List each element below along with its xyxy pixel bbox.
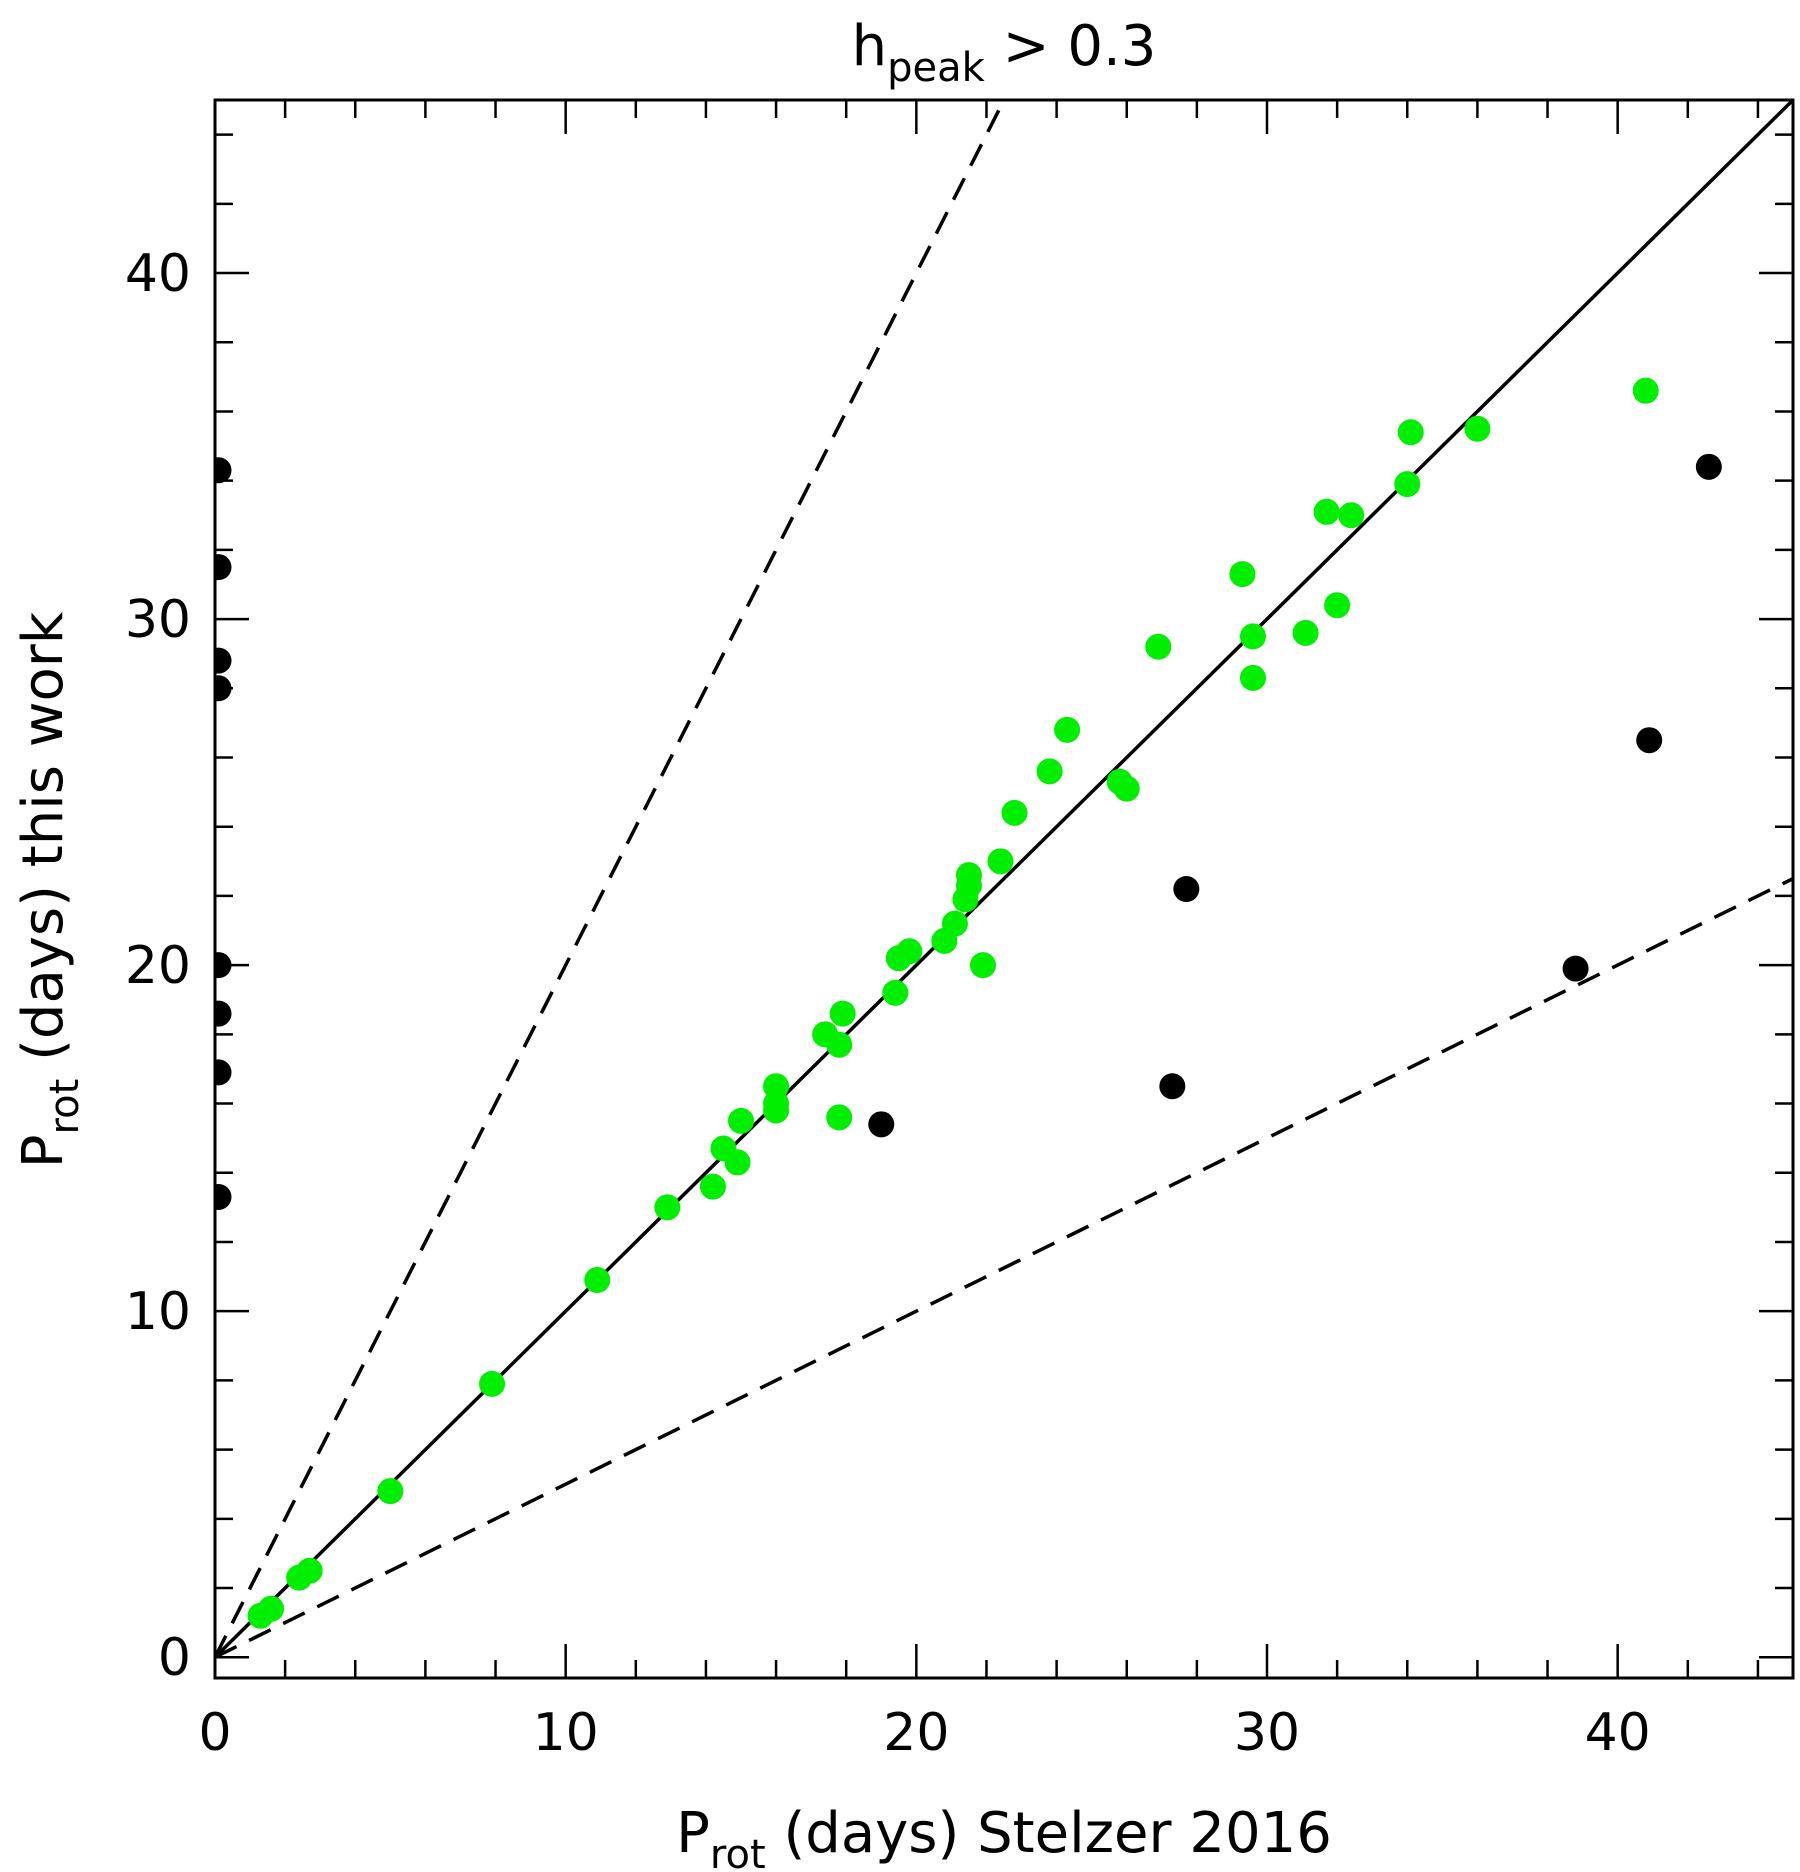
axis-ticks [213, 100, 1793, 1678]
point-green [377, 1478, 404, 1505]
point-green [1292, 619, 1319, 646]
y-tick-label: 0 [158, 1628, 191, 1688]
reference-lines [215, 100, 1793, 1659]
chart-title: hpeak > 0.3 [852, 14, 1157, 91]
point-black [215, 647, 232, 674]
point-green [1239, 664, 1266, 691]
point-green [826, 1104, 853, 1131]
point-black [215, 1183, 232, 1210]
point-black [868, 1111, 895, 1138]
point-black [1695, 453, 1722, 480]
point-black [1173, 876, 1200, 902]
point-green [882, 979, 909, 1006]
point-black [215, 952, 232, 979]
point-green [1113, 775, 1140, 802]
data-points [215, 377, 1722, 1629]
point-black [215, 675, 232, 702]
point-black [215, 457, 232, 484]
point-green [1313, 498, 1340, 525]
point-green [941, 910, 968, 937]
point-black [1159, 1073, 1186, 1100]
point-green [1229, 561, 1256, 588]
point-green [258, 1595, 285, 1622]
reference-line-half-period [215, 877, 1793, 1659]
point-black [215, 554, 232, 581]
point-green [1239, 623, 1266, 650]
point-green [1394, 471, 1421, 498]
point-green [1145, 633, 1172, 660]
point-green [1338, 502, 1365, 529]
y-tick-label: 20 [125, 936, 191, 996]
axis-tick-labels: 0 10 20 30 40 0 10 20 30 40 [125, 244, 1651, 1763]
point-green [1001, 799, 1028, 826]
point-green [724, 1149, 751, 1176]
point-green [1054, 716, 1081, 743]
point-green [1036, 758, 1063, 785]
point-black [215, 1000, 232, 1027]
point-green [1324, 592, 1351, 619]
point-black [215, 1059, 232, 1086]
point-green [654, 1194, 681, 1221]
x-tick-label: 40 [1585, 1703, 1651, 1763]
point-green [826, 1031, 853, 1058]
point-green [896, 938, 923, 965]
point-green [1464, 415, 1491, 442]
point-green [699, 1173, 726, 1200]
x-axis-label: Prot (days) Stelzer 2016 [676, 1801, 1332, 1872]
y-tick-label: 10 [125, 1282, 191, 1342]
point-green [479, 1370, 506, 1397]
point-black [1562, 955, 1589, 982]
point-black [1636, 727, 1663, 754]
point-green [584, 1267, 611, 1294]
reference-line-double-period [215, 100, 1006, 1659]
reference-line-one-to-one [215, 100, 1793, 1659]
point-green [1632, 377, 1659, 404]
x-tick-label: 20 [883, 1703, 949, 1763]
point-green [987, 848, 1014, 875]
y-axis-label: Prot (days) this work [11, 611, 88, 1168]
plot-frame [213, 98, 1795, 1680]
point-green [728, 1107, 754, 1134]
x-tick-label: 0 [198, 1703, 231, 1763]
point-green [763, 1090, 790, 1117]
y-tick-label: 30 [125, 590, 191, 650]
point-green [969, 952, 996, 979]
point-green [955, 862, 982, 889]
point-green [1397, 419, 1424, 446]
point-green [296, 1557, 323, 1584]
x-tick-label: 30 [1234, 1703, 1300, 1763]
x-tick-label: 10 [533, 1703, 599, 1763]
y-tick-label: 40 [125, 244, 191, 304]
point-green [829, 1000, 856, 1027]
